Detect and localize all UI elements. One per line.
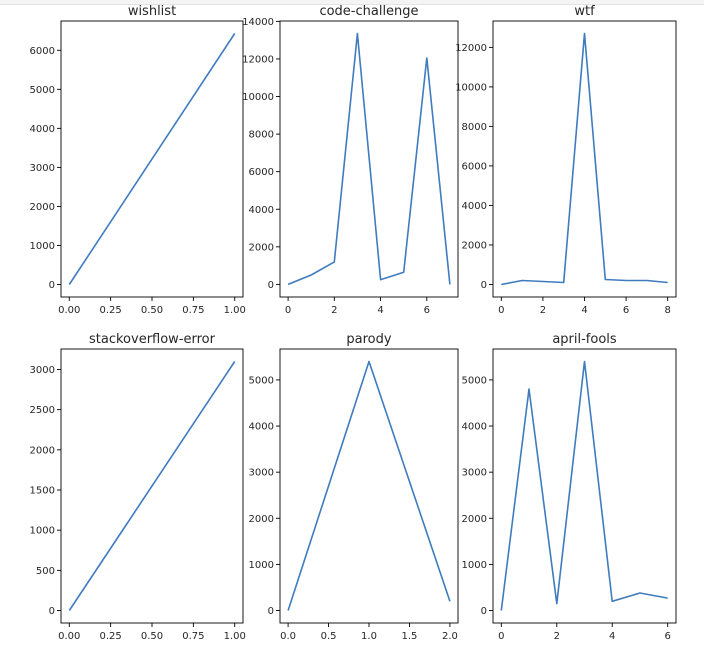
x-tick-label: 1.00 [224, 631, 246, 642]
y-tick-label: 6000 [249, 167, 274, 178]
x-tick-label: 4 [581, 305, 587, 316]
x-tick-label: 4 [609, 631, 615, 642]
axes-frame [492, 348, 677, 624]
axes-frame [279, 348, 459, 624]
x-tick-label: 0.50 [141, 305, 163, 316]
series-line [287, 360, 451, 611]
y-tick-label: 4000 [249, 205, 274, 216]
y-tick-label: 0 [268, 606, 274, 617]
subplot-code-challenge: code-challenge 0 2 4 6 0 2000 4000 6000 8000 10000… [242, 4, 459, 316]
y-tick-label: 1000 [462, 560, 487, 571]
y-tick-label: 0 [49, 280, 55, 291]
y-tick-label: 0 [481, 606, 487, 617]
y-tick-label: 1000 [30, 526, 55, 537]
x-tick-label: 0.25 [100, 305, 122, 316]
x-tick-label: 2 [331, 305, 337, 316]
x-tick-label: 1.00 [224, 305, 246, 316]
y-tick-label: 2000 [462, 240, 487, 251]
series-line [500, 360, 668, 611]
subplot-april-fools: april-fools 0 2 4 6 0 1000 2000 3000 4000 5000 [462, 332, 677, 642]
series-line [501, 32, 668, 286]
x-tick-label: 2 [554, 631, 560, 642]
x-tick-label: 0 [498, 631, 504, 642]
y-tick-label: 5000 [462, 375, 487, 386]
y-tick-label: 500 [36, 566, 55, 577]
subplot-title: stackoverflow-error [89, 332, 216, 347]
x-tick-label: 4 [377, 305, 383, 316]
x-tick-label: 6 [623, 305, 629, 316]
window-top-bar [0, 0, 704, 5]
subplot-title: parody [346, 332, 391, 347]
y-tick-label: 4000 [462, 422, 487, 433]
subplot-title: code-challenge [319, 4, 418, 19]
x-tick-label: 0.75 [182, 631, 204, 642]
x-tick-label: 0.50 [141, 631, 163, 642]
x-tick-label: 6 [424, 305, 430, 316]
y-tick-label: 5000 [30, 85, 55, 96]
y-tick-label: 4000 [30, 124, 55, 135]
x-tick-label: 0.00 [58, 631, 80, 642]
series-line [287, 32, 451, 286]
y-tick-label: 8000 [249, 130, 274, 141]
y-tick-label: 0 [268, 280, 274, 291]
y-tick-label: 2000 [30, 202, 55, 213]
y-tick-label: 1000 [30, 241, 55, 252]
subplot-wishlist: wishlist 0.00 0.25 0.50 0.75 1.00 0 1000 2000 300… [30, 4, 246, 316]
y-tick-label: 10000 [455, 82, 487, 93]
x-tick-label: 1.5 [402, 631, 418, 642]
x-tick-label: 1.0 [361, 631, 377, 642]
y-tick-label: 6000 [30, 46, 55, 57]
y-tick-label: 1000 [249, 560, 274, 571]
y-tick-label: 8000 [462, 122, 487, 133]
x-tick-label: 2.0 [442, 631, 458, 642]
y-tick-label: 2500 [30, 405, 55, 416]
y-tick-label: 3000 [30, 365, 55, 376]
subplot-title: wishlist [128, 4, 176, 19]
y-tick-label: 12000 [242, 54, 274, 65]
y-tick-label: 6000 [462, 161, 487, 172]
subplot-title: april-fools [552, 332, 617, 347]
series-line [68, 33, 236, 285]
subplot-stackoverflow-error: stackoverflow-error 0.00 0.25 0.50 0.75 1.00 0… [30, 332, 246, 642]
y-tick-label: 3000 [462, 468, 487, 479]
y-tick-label: 12000 [455, 43, 487, 54]
series-line [68, 361, 236, 611]
y-tick-label: 10000 [242, 92, 274, 103]
y-tick-label: 14000 [242, 17, 274, 28]
x-tick-label: 0.5 [321, 631, 337, 642]
x-tick-label: 0.0 [280, 631, 296, 642]
y-tick-label: 5000 [249, 375, 274, 386]
y-tick-label: 2000 [249, 242, 274, 253]
subplot-wtf: wtf 0 2 4 6 8 0 2000 4000 6000 8000 10000 12000 [455, 4, 677, 316]
x-tick-label: 0.25 [100, 631, 122, 642]
x-tick-label: 0 [498, 305, 504, 316]
subplot-title: wtf [574, 4, 595, 19]
y-tick-label: 2000 [249, 514, 274, 525]
y-tick-label: 3000 [30, 163, 55, 174]
y-tick-label: 2000 [462, 514, 487, 525]
y-tick-label: 1500 [30, 486, 55, 497]
x-tick-label: 0.00 [58, 305, 80, 316]
x-tick-label: 0.75 [182, 305, 204, 316]
x-tick-label: 8 [664, 305, 670, 316]
y-tick-label: 0 [49, 606, 55, 617]
y-tick-label: 3000 [249, 468, 274, 479]
y-tick-label: 4000 [462, 201, 487, 212]
x-tick-label: 0 [285, 305, 291, 316]
y-tick-label: 2000 [30, 445, 55, 456]
y-tick-label: 4000 [249, 422, 274, 433]
x-tick-label: 2 [540, 305, 546, 316]
axes-frame [279, 20, 459, 298]
axes-frame [492, 20, 677, 298]
subplot-parody: parody 0.0 0.5 1.0 1.5 2.0 0 1000 2000 3000 4000 50… [249, 332, 459, 642]
x-tick-label: 6 [664, 631, 670, 642]
y-tick-label: 0 [481, 280, 487, 291]
